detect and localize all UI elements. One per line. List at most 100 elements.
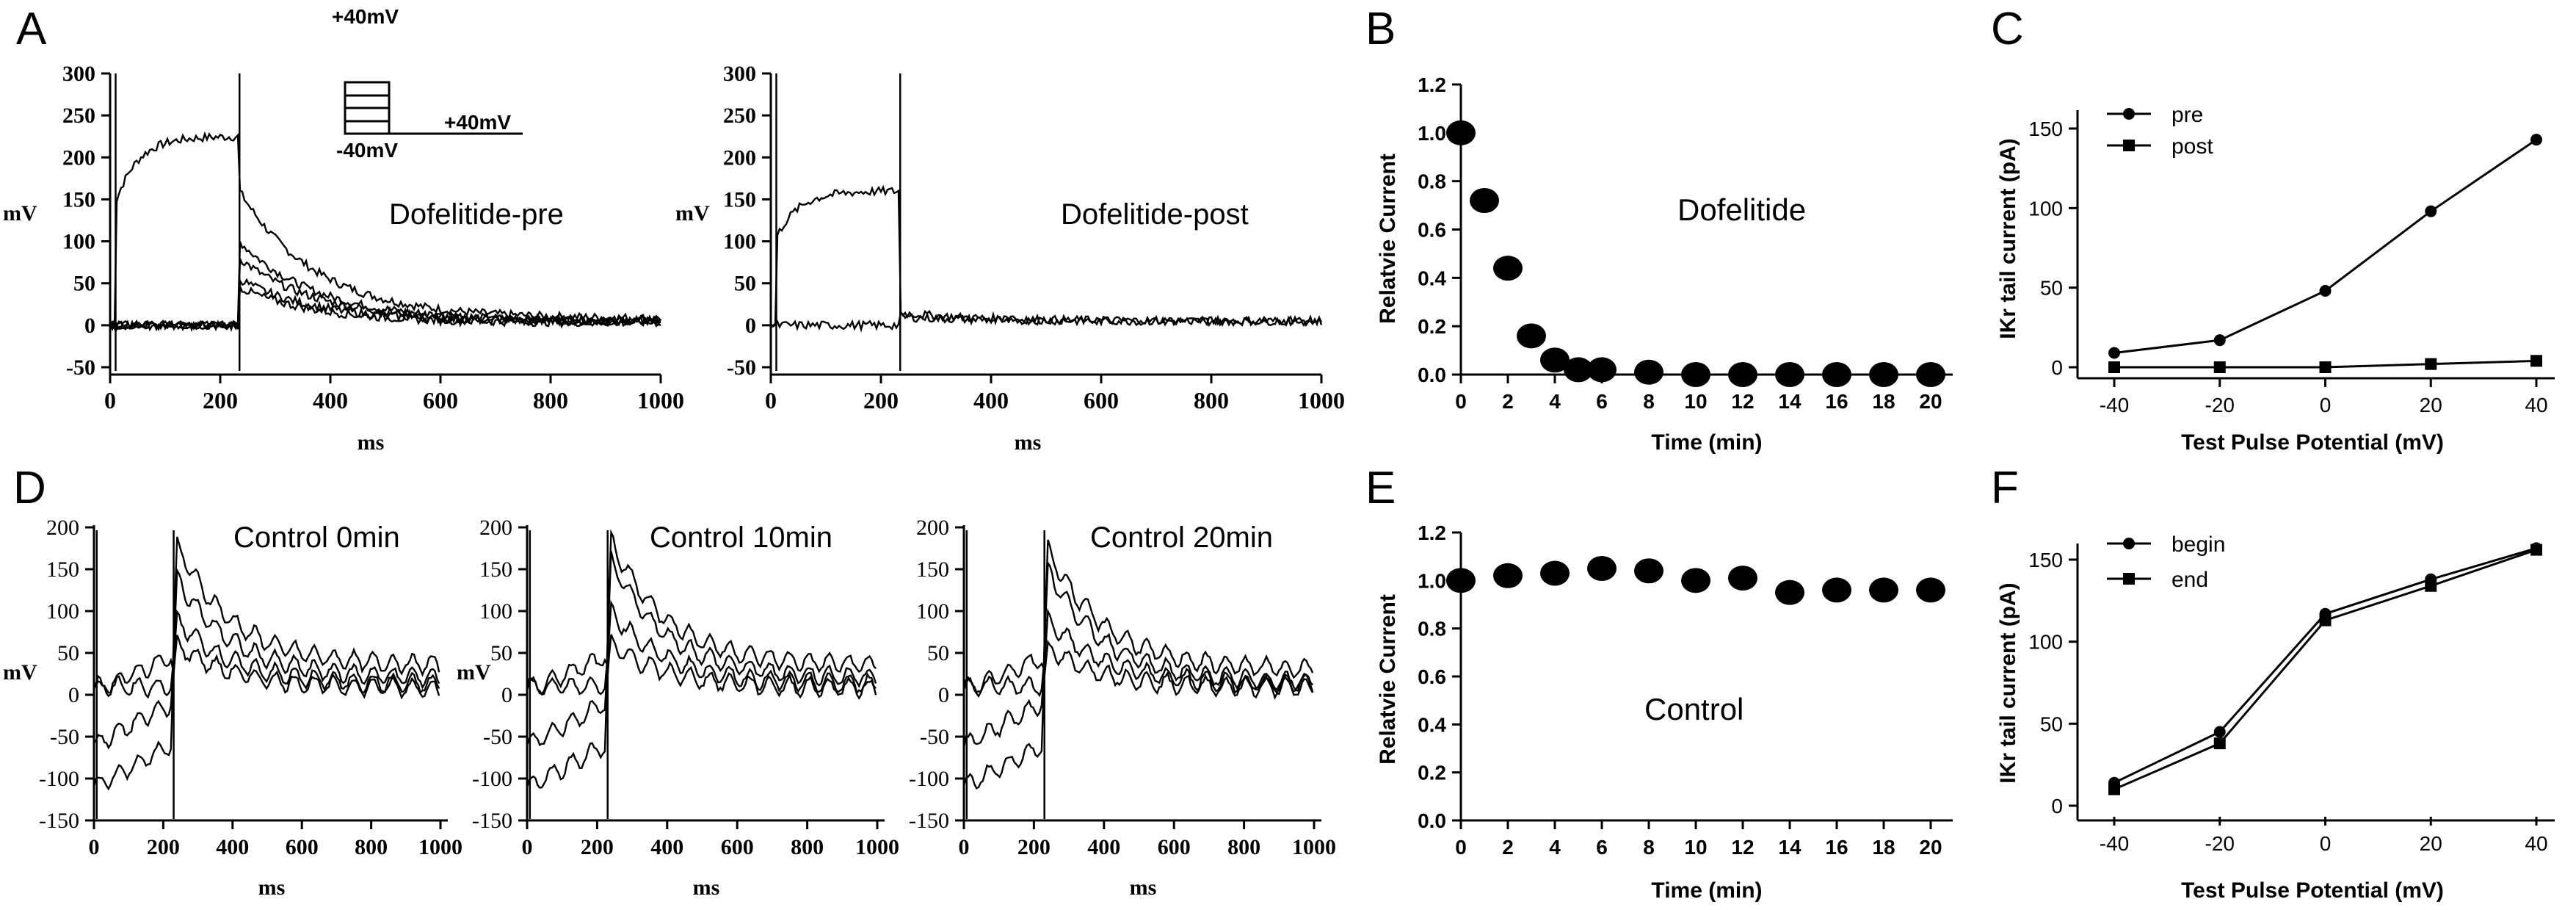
x-tick-label: 1000 (418, 835, 462, 859)
data-point (1916, 577, 1945, 603)
protocol-right-label: +40mV (444, 111, 511, 134)
y-tick-label: 150 (2028, 549, 2063, 571)
x-tick-label: 0 (765, 387, 777, 414)
x-tick-label: 400 (973, 387, 1009, 414)
x-tick-label: 8 (1643, 390, 1655, 413)
legend-post-label: post (2172, 134, 2213, 159)
marker-post (2425, 358, 2437, 370)
panel-f-legend: begin end (2107, 532, 2225, 592)
y-tick-label: 0 (68, 683, 79, 707)
marker-post (2530, 355, 2542, 367)
panel-a-left-traces (109, 73, 662, 371)
panel-a-left-axes (109, 73, 661, 376)
panel-e-points (1446, 556, 1945, 605)
x-tick-label: 2 (1502, 836, 1514, 859)
panel-c-legend: pre post (2107, 103, 2213, 159)
marker-pre (2108, 347, 2120, 359)
y-tick-label: 150 (479, 557, 512, 582)
x-tick-label: 800 (791, 835, 824, 859)
data-point (1728, 566, 1757, 591)
marker-end (2108, 783, 2120, 795)
y-tick-label: 0.2 (1418, 315, 1446, 338)
x-tick-label: 10 (1684, 390, 1707, 413)
data-point (1540, 560, 1570, 586)
x-tick-label: 0 (959, 835, 970, 859)
legend-end-label: end (2172, 568, 2208, 592)
x-tick-label: 20 (2420, 394, 2442, 416)
x-tick-label: 600 (286, 835, 319, 859)
y-tick-label: -150 (909, 809, 949, 833)
x-tick-label: 2 (1502, 390, 1514, 413)
y-tick-label: 0.0 (1418, 809, 1446, 832)
x-tick-label: 12 (1731, 836, 1754, 859)
x-tick-label: 8 (1643, 836, 1655, 859)
marker-post (2108, 361, 2120, 373)
x-tick-label: 18 (1872, 390, 1895, 413)
panel-a-left-x-ticks: 0 200 400 600 800 1000 (104, 375, 684, 414)
panel-d-3-axes (962, 525, 1321, 822)
marker-end (2213, 737, 2226, 750)
data-point (1634, 558, 1663, 584)
legend-pre-marker (2123, 108, 2135, 120)
control-trace (92, 635, 440, 791)
y-tick-label: 0.8 (1418, 170, 1446, 193)
panel-d-2-x-ticks: 0 200 400 600 800 1000 (522, 820, 899, 859)
panel-a-right-title: Dofelitide-post (1061, 198, 1249, 231)
x-tick-label: 20 (1919, 836, 1942, 859)
panel-f-xlabel: Test Pulse Potential (mV) (2181, 878, 2444, 903)
y-tick-label: 0 (938, 683, 949, 707)
x-tick-label: 1000 (637, 387, 684, 414)
y-tick-label: 100 (479, 599, 512, 624)
panel-d-3-title: Control 20min (1090, 521, 1273, 554)
protocol-top-label: +40mV (332, 5, 399, 28)
data-point (1587, 556, 1617, 581)
x-tick-label: -40 (2100, 832, 2129, 855)
panel-c-plot (2108, 134, 2542, 373)
data-point (1728, 362, 1757, 387)
x-tick-label: 0 (522, 835, 533, 859)
panel-c: 0 50 100 150 -40 -20 0 20 40 IKr tail current (… (1996, 103, 2555, 455)
y-tick-label: 300 (62, 62, 95, 86)
x-tick-label: 600 (1084, 387, 1119, 414)
panel-d-2: -150 -100 -50 0 50 100 150 200 0 200 400 600 800 100… (457, 516, 899, 900)
panel-e-x-ticks: 0 2 4 6 8 10 12 14 16 18 20 (1455, 820, 1942, 859)
control-trace (962, 639, 1314, 790)
x-tick-label: 800 (1227, 835, 1260, 859)
panel-d-1-xlabel: ms (258, 875, 286, 900)
panel-a-right-ylabel: mV (675, 201, 710, 225)
x-tick-label: 0 (1455, 836, 1467, 859)
y-tick-label: 100 (2028, 631, 2063, 654)
legend-post-marker (2123, 140, 2135, 151)
y-tick-label: 150 (62, 187, 95, 212)
y-tick-label: 200 (62, 145, 95, 170)
data-point (1775, 579, 1804, 605)
marker-end (2530, 544, 2542, 556)
panel-a-left-ylabel: mV (3, 201, 37, 225)
current-trace (770, 311, 1323, 333)
panel-d-3-xlabel: ms (1130, 875, 1157, 900)
y-tick-label: -50 (50, 725, 79, 749)
y-tick-label: -50 (920, 725, 949, 749)
panel-b-x-ticks: 0 2 4 6 8 10 12 14 16 18 20 (1455, 375, 1942, 413)
data-point (1869, 577, 1898, 603)
y-tick-label: 0 (84, 314, 95, 338)
x-tick-label: 16 (1825, 390, 1848, 413)
data-point (1517, 323, 1546, 349)
panel-d-1-traces (92, 530, 440, 819)
marker-begin (2213, 726, 2226, 738)
marker-end (2425, 579, 2437, 592)
x-tick-label: 800 (533, 387, 568, 414)
panel-b-title: Dofelitide (1677, 192, 1806, 227)
current-trace (109, 131, 661, 332)
control-trace (526, 634, 877, 789)
control-trace (93, 567, 440, 694)
y-tick-label: 150 (916, 557, 949, 582)
panel-d-2-traces (526, 529, 877, 819)
x-tick-label: 400 (216, 835, 249, 859)
x-tick-label: 4 (1549, 836, 1561, 859)
y-tick-label: 0.4 (1418, 267, 1446, 289)
y-tick-label: 150 (46, 557, 79, 582)
y-tick-label: 200 (723, 145, 756, 170)
x-tick-label: 200 (1017, 835, 1051, 859)
